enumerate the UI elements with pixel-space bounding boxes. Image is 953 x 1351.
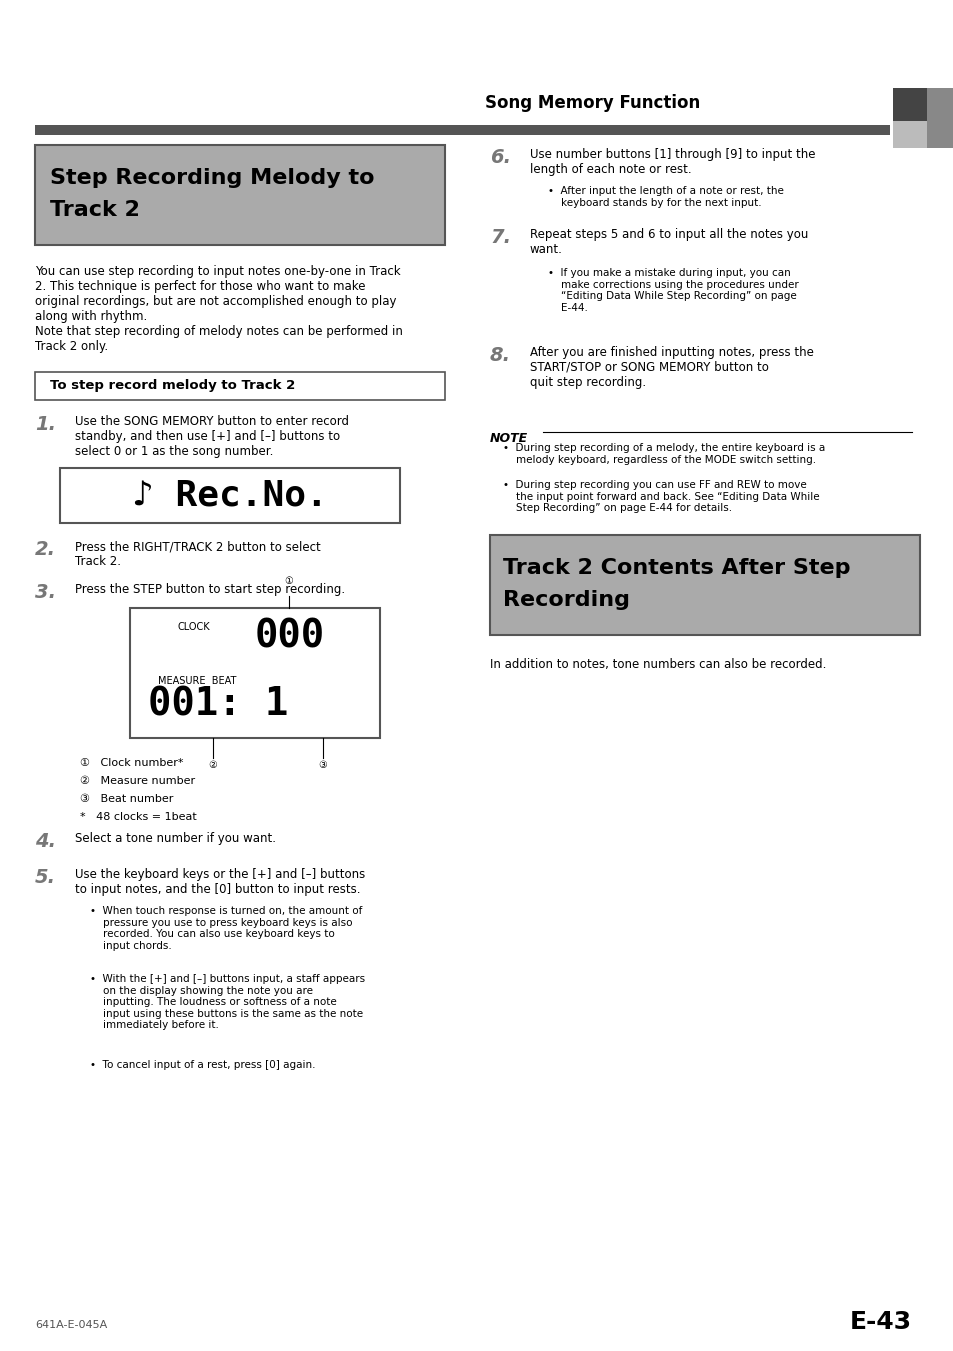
Text: *   48 clocks = 1beat: * 48 clocks = 1beat	[80, 812, 196, 821]
Text: 641A-E-045A: 641A-E-045A	[35, 1320, 107, 1329]
Text: Use the SONG MEMORY button to enter record
standby, and then use [+] and [–] but: Use the SONG MEMORY button to enter reco…	[75, 415, 349, 458]
Text: Step Recording Melody to: Step Recording Melody to	[50, 168, 375, 188]
Text: 1.: 1.	[35, 415, 56, 434]
Bar	[60, 467, 399, 523]
Text: •  When touch response is turned on, the amount of
    pressure you use to press: • When touch response is turned on, the …	[90, 907, 362, 951]
Bar	[35, 372, 444, 400]
Text: •  During step recording you can use FF and REW to move
    the input point forw: • During step recording you can use FF a…	[502, 480, 819, 513]
Text: •  With the [+] and [–] buttons input, a staff appears
    on the display showin: • With the [+] and [–] buttons input, a …	[90, 974, 365, 1031]
Text: ③: ③	[318, 761, 327, 770]
Text: Press the RIGHT/TRACK 2 button to select
Track 2.: Press the RIGHT/TRACK 2 button to select…	[75, 540, 320, 567]
Text: •  During step recording of a melody, the entire keyboard is a
    melody keyboa: • During step recording of a melody, the…	[502, 443, 824, 465]
Text: ②   Measure number: ② Measure number	[80, 775, 195, 786]
Text: ①   Clock number*: ① Clock number*	[80, 758, 183, 767]
Text: ♪ Rec.No.: ♪ Rec.No.	[132, 478, 328, 512]
Text: Select a tone number if you want.: Select a tone number if you want.	[75, 832, 275, 844]
Text: MEASURE  BEAT: MEASURE BEAT	[158, 676, 236, 686]
Text: 7.: 7.	[490, 228, 511, 247]
Bar	[892, 122, 925, 149]
Text: ①: ①	[284, 576, 294, 586]
Text: •  To cancel input of a rest, press [0] again.: • To cancel input of a rest, press [0] a…	[90, 1061, 315, 1070]
Text: NOTE: NOTE	[490, 432, 528, 444]
Text: 2. This technique is perfect for those who want to make: 2. This technique is perfect for those w…	[35, 280, 365, 293]
Text: 3.: 3.	[35, 584, 56, 603]
Text: 5.: 5.	[35, 867, 56, 888]
Text: 6.: 6.	[490, 149, 511, 168]
Text: 001: 1: 001: 1	[148, 686, 288, 724]
Text: Track 2 only.: Track 2 only.	[35, 340, 108, 353]
Text: 2.: 2.	[35, 540, 56, 559]
Bar	[490, 535, 919, 635]
Text: along with rhythm.: along with rhythm.	[35, 309, 147, 323]
Text: After you are finished inputting notes, press the
START/STOP or SONG MEMORY butt: After you are finished inputting notes, …	[530, 346, 813, 389]
Text: You can use step recording to input notes one-by-one in Track: You can use step recording to input note…	[35, 265, 400, 278]
Text: ②: ②	[209, 761, 217, 770]
Text: Track 2 Contents After Step: Track 2 Contents After Step	[502, 558, 850, 578]
Text: In addition to notes, tone numbers can also be recorded.: In addition to notes, tone numbers can a…	[490, 658, 825, 671]
Text: 4.: 4.	[35, 832, 56, 851]
Bar	[35, 126, 889, 135]
Text: Press the STEP button to start step recording.: Press the STEP button to start step reco…	[75, 584, 345, 596]
Text: Track 2: Track 2	[50, 200, 140, 220]
Text: Repeat steps 5 and 6 to input all the notes you
want.: Repeat steps 5 and 6 to input all the no…	[530, 228, 807, 255]
Text: 000: 000	[254, 617, 325, 657]
Text: original recordings, but are not accomplished enough to play: original recordings, but are not accompl…	[35, 295, 396, 308]
Text: ③   Beat number: ③ Beat number	[80, 794, 173, 804]
Bar	[130, 608, 379, 738]
Text: Note that step recording of melody notes can be performed in: Note that step recording of melody notes…	[35, 326, 402, 338]
Text: Recording: Recording	[502, 590, 629, 611]
Text: 8.: 8.	[490, 346, 511, 365]
Text: E-43: E-43	[849, 1310, 911, 1333]
Text: •  If you make a mistake during input, you can
    make corrections using the pr: • If you make a mistake during input, yo…	[547, 267, 798, 313]
Text: Song Memory Function: Song Memory Function	[484, 95, 700, 112]
Text: CLOCK: CLOCK	[178, 621, 211, 632]
Bar	[892, 88, 925, 122]
Text: To step record melody to Track 2: To step record melody to Track 2	[50, 380, 294, 393]
Bar	[925, 88, 953, 149]
Text: Use the keyboard keys or the [+] and [–] buttons
to input notes, and the [0] but: Use the keyboard keys or the [+] and [–]…	[75, 867, 365, 896]
Text: •  After input the length of a note or rest, the
    keyboard stands by for the : • After input the length of a note or re…	[547, 186, 783, 208]
Bar	[35, 145, 444, 245]
Text: Use number buttons [1] through [9] to input the
length of each note or rest.: Use number buttons [1] through [9] to in…	[530, 149, 815, 176]
